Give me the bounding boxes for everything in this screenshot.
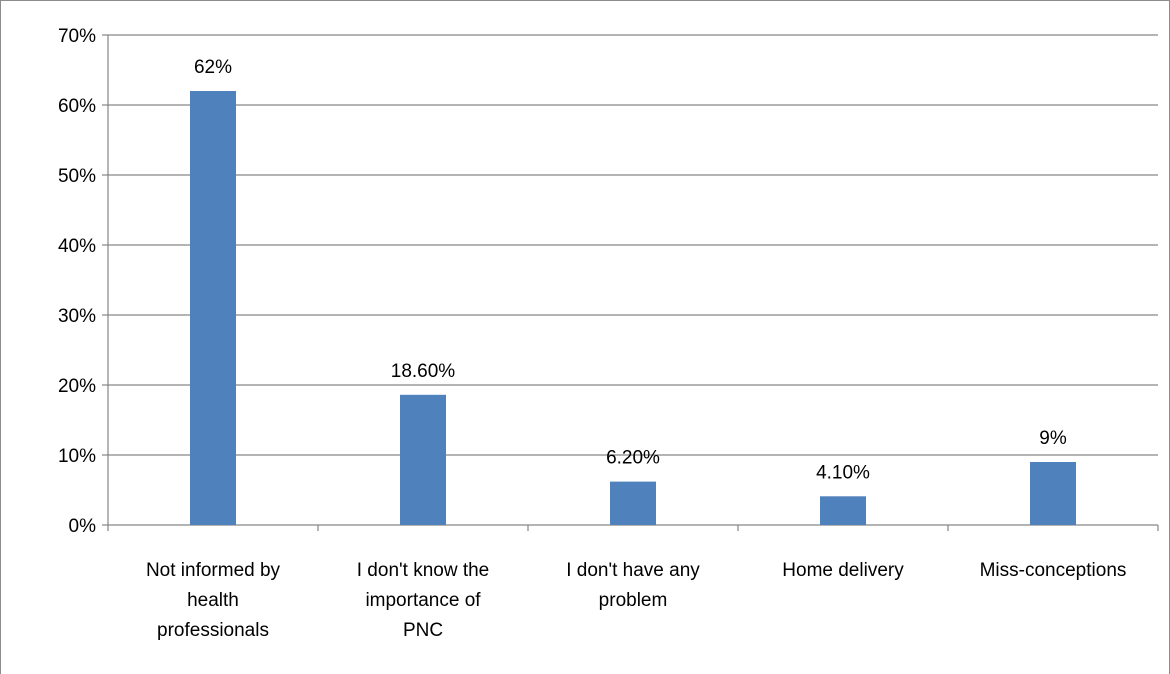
y-tick-label: 50% <box>58 166 96 187</box>
data-label: 62% <box>194 57 232 78</box>
y-tick-label: 40% <box>58 236 96 257</box>
x-category-label: health <box>187 590 239 611</box>
data-label: 18.60% <box>391 361 456 382</box>
y-tick-label: 60% <box>58 96 96 117</box>
y-tick-label: 10% <box>58 446 96 467</box>
y-tick-label: 20% <box>58 376 96 397</box>
data-label: 6.20% <box>606 448 660 469</box>
x-category-label: Not informed by <box>146 560 281 581</box>
x-category-label: professionals <box>157 620 269 641</box>
x-category-label: problem <box>599 590 668 611</box>
x-category-label: Home delivery <box>782 560 904 581</box>
x-category-label: I don't know the <box>357 560 490 581</box>
y-tick-label: 0% <box>69 516 97 537</box>
x-category-label: PNC <box>403 620 443 641</box>
bar <box>610 481 656 525</box>
x-category-label: importance of <box>365 590 481 611</box>
bar <box>190 91 236 525</box>
bar <box>400 394 446 525</box>
y-tick-label: 30% <box>58 306 96 327</box>
bar <box>1030 462 1076 525</box>
bar <box>820 496 866 525</box>
data-label: 4.10% <box>816 462 870 483</box>
x-category-label: I don't have any <box>566 560 700 581</box>
y-tick-label: 70% <box>58 26 96 47</box>
x-category-label: Miss-conceptions <box>980 560 1127 581</box>
data-label: 9% <box>1039 428 1067 449</box>
